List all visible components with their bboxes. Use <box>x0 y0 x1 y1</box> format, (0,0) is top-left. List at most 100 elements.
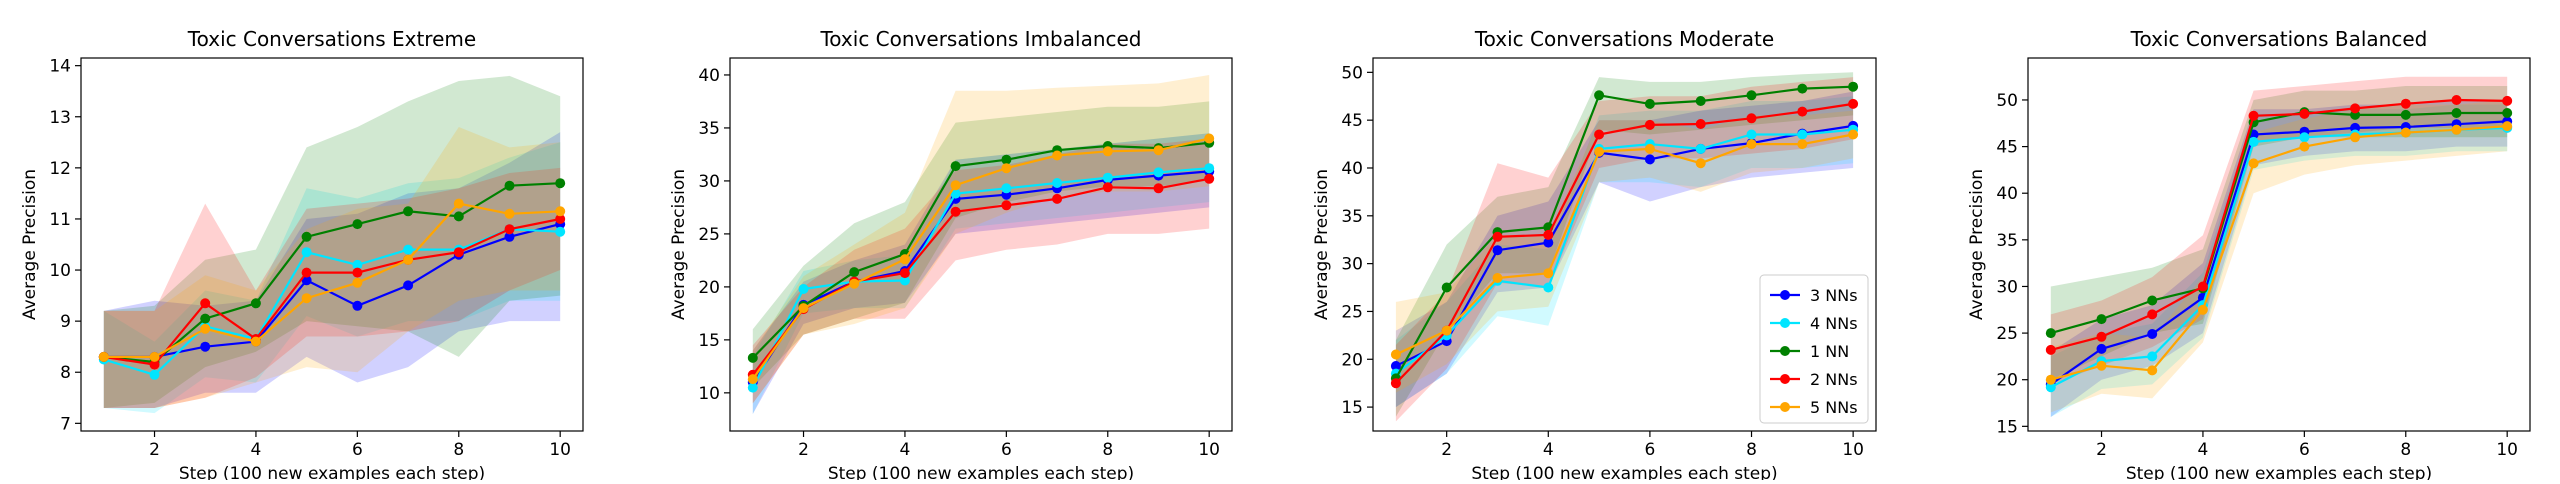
data-point <box>2147 295 2158 306</box>
series-line-4 <box>1395 102 1854 384</box>
data-point <box>2147 365 2158 376</box>
chart-panel-2: 2 4 6 8 10 10 15 20 25 30 35 40 Toxic Conversations … <box>669 27 1233 484</box>
data-point <box>250 298 261 309</box>
confidence-band-2 <box>752 133 1210 414</box>
chart-panel-3: 2 4 6 8 10 15 20 25 30 35 40 45 50 Toxic Conversation… <box>1312 27 1877 484</box>
y-tick-label: 35 <box>698 119 720 139</box>
x-tick-label: 6 <box>1001 440 1012 460</box>
y-tick-label: 8 <box>60 363 71 383</box>
legend-label: 1 NN <box>1810 342 1849 361</box>
y-tick-label: 30 <box>1341 255 1363 275</box>
series-line-2 <box>1395 128 1854 375</box>
y-tick-label: 20 <box>698 278 720 298</box>
data-point <box>352 259 363 270</box>
legend-marker <box>1780 290 1790 300</box>
y-tick-label: 15 <box>1341 398 1363 418</box>
data-point <box>1102 172 1113 183</box>
x-tick-label: 6 <box>352 440 363 460</box>
data-point <box>1390 361 1401 371</box>
x-tick-label: 10 <box>2496 440 2518 460</box>
chart-panel-4: 2 4 6 8 10 15 20 25 30 35 40 45 50 Toxic Conversation… <box>1967 27 2531 484</box>
series-line-3 <box>103 182 561 364</box>
y-tick-label: 40 <box>1341 159 1363 179</box>
data-point <box>2096 343 2107 354</box>
x-tick-label: 2 <box>1441 440 1452 460</box>
data-point <box>301 267 312 278</box>
data-point <box>2197 304 2208 315</box>
data-point <box>950 188 961 199</box>
data-point <box>2451 124 2462 135</box>
data-point <box>1594 90 1605 101</box>
data-point <box>555 206 566 217</box>
data-point <box>250 336 261 347</box>
data-point <box>403 254 414 265</box>
legend: 3 NNs 4 NNs 1 NN 2 NNs 5 NNs <box>1759 274 1869 424</box>
x-tick-label: 6 <box>2299 440 2310 460</box>
series-line-5 <box>2050 125 2508 381</box>
data-point <box>504 180 515 191</box>
legend-marker <box>1780 318 1790 328</box>
data-point <box>950 206 961 217</box>
data-point <box>899 275 910 286</box>
data-point <box>1204 133 1215 144</box>
y-tick-label: 40 <box>698 66 720 86</box>
y-axis-label: Average Precision <box>1967 169 1987 320</box>
x-tick-label: 4 <box>900 440 911 460</box>
x-tick-label: 10 <box>549 440 571 460</box>
confidence-band-5 <box>752 75 1210 404</box>
series-line-3 <box>2050 110 2508 335</box>
data-point <box>747 352 758 363</box>
y-tick-label: 13 <box>49 108 71 128</box>
series-line-2 <box>103 228 561 377</box>
series-line-4 <box>2050 98 2508 351</box>
legend-marker <box>1780 374 1790 384</box>
data-point <box>950 180 961 191</box>
plot-frame <box>2027 57 2531 432</box>
data-point <box>1153 145 1164 156</box>
x-tick-label: 4 <box>2198 440 2209 460</box>
y-tick-label: 45 <box>1996 138 2018 158</box>
data-point <box>1695 158 1706 169</box>
data-point <box>1848 81 1859 92</box>
legend-box <box>1759 274 1869 424</box>
confidence-band-4 <box>103 167 561 408</box>
data-point <box>1797 83 1808 94</box>
data-point <box>2096 314 2107 325</box>
series-line-2 <box>751 167 1210 389</box>
data-point <box>1543 268 1554 279</box>
data-point <box>2502 95 2513 106</box>
data-point <box>1746 129 1757 140</box>
data-point <box>301 293 312 304</box>
x-axis-label: Step (100 new examples each step) <box>1471 464 1777 480</box>
y-tick-label: 15 <box>698 331 720 351</box>
data-point <box>2045 382 2056 393</box>
data-point <box>1746 90 1757 101</box>
data-point <box>149 359 160 370</box>
series-line-5 <box>751 137 1210 380</box>
data-point <box>1102 146 1113 157</box>
data-point <box>899 254 910 265</box>
legend-label: 5 NNs <box>1810 398 1858 417</box>
data-point <box>1204 173 1215 184</box>
legend-label: 4 NNs <box>1810 314 1858 333</box>
x-axis-label: Step (100 new examples each step) <box>179 464 485 480</box>
data-point <box>2400 98 2411 109</box>
confidence-band-3 <box>752 101 1210 388</box>
y-tick-label: 20 <box>1996 371 2018 391</box>
x-tick-label: 2 <box>798 440 809 460</box>
series-line-3 <box>752 141 1210 359</box>
data-point <box>1204 163 1215 174</box>
series-line-4 <box>103 217 561 366</box>
data-point <box>899 268 910 279</box>
data-point <box>1492 273 1503 283</box>
data-point <box>1052 178 1063 188</box>
data-point <box>2045 374 2056 385</box>
data-point <box>453 247 464 258</box>
data-point <box>1848 98 1859 109</box>
data-point <box>200 313 211 324</box>
y-tick-label: 45 <box>1341 111 1363 131</box>
y-tick-label: 35 <box>1341 207 1363 227</box>
data-point <box>2350 103 2361 114</box>
data-point <box>403 206 414 217</box>
